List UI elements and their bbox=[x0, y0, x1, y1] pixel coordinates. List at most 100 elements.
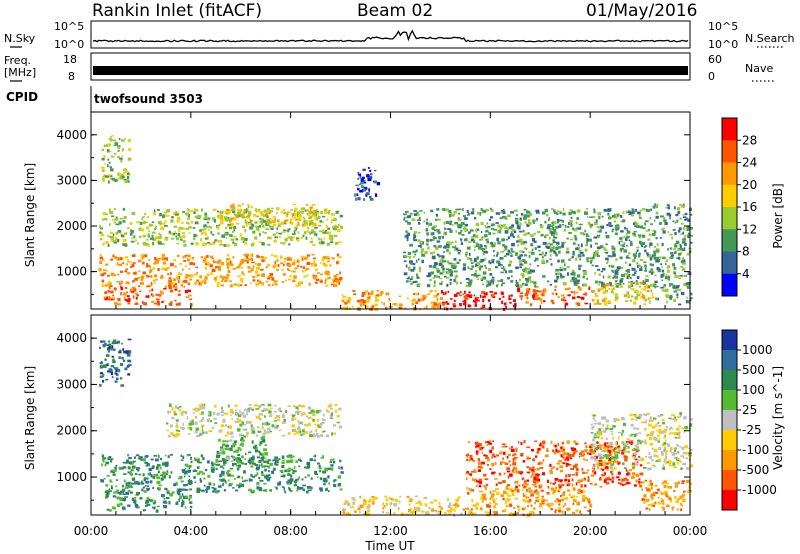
power-cell bbox=[336, 261, 339, 265]
power-cell bbox=[206, 242, 210, 244]
velocity-cell bbox=[495, 483, 498, 486]
velocity-cell bbox=[222, 467, 225, 470]
velocity-cell bbox=[316, 476, 319, 479]
power-cell bbox=[174, 289, 178, 291]
velocity-cell bbox=[646, 433, 649, 437]
velocity-cell bbox=[256, 426, 260, 429]
velocity-cell bbox=[480, 496, 484, 500]
power-cell bbox=[159, 212, 162, 217]
power-cell bbox=[472, 234, 476, 237]
velocity-cell bbox=[228, 439, 233, 442]
power-cell bbox=[258, 229, 260, 233]
power-cell bbox=[140, 228, 145, 232]
power-cell bbox=[647, 254, 651, 258]
power-cell bbox=[116, 262, 119, 266]
velocity-cell bbox=[176, 432, 180, 437]
power-cell bbox=[573, 292, 576, 295]
velocity-cell bbox=[244, 408, 248, 411]
power-cell bbox=[449, 222, 452, 225]
velocity-cell bbox=[506, 467, 510, 470]
velocity-cell bbox=[248, 451, 252, 454]
velocity-cell bbox=[180, 411, 184, 415]
power-cell bbox=[414, 280, 418, 283]
power-cell bbox=[112, 254, 115, 258]
cpid-row: CPID twofsound 3503 bbox=[6, 86, 203, 112]
velocity-cell bbox=[644, 455, 648, 458]
power-cell bbox=[454, 277, 457, 280]
power-cell bbox=[312, 244, 316, 246]
power-cell bbox=[432, 236, 436, 239]
power-cell bbox=[551, 221, 554, 224]
power-cell bbox=[110, 139, 114, 141]
velocity-cell bbox=[465, 458, 469, 461]
power-cell bbox=[255, 227, 260, 231]
power-cell bbox=[257, 263, 262, 266]
power-cell bbox=[151, 234, 154, 239]
power-cell bbox=[579, 296, 583, 299]
velocity-cell bbox=[495, 502, 497, 505]
velocity-cell bbox=[621, 417, 625, 421]
power-cell bbox=[664, 277, 668, 280]
power-cell bbox=[130, 265, 133, 269]
power-cell bbox=[514, 209, 518, 212]
velocity-cell bbox=[122, 497, 127, 502]
velocity-cell bbox=[288, 488, 291, 492]
velocity-cell bbox=[503, 509, 507, 511]
velocity-cell bbox=[183, 489, 187, 491]
power-cell bbox=[274, 239, 277, 241]
power-cell bbox=[567, 272, 570, 276]
power-cell bbox=[571, 227, 575, 230]
power-cell bbox=[109, 287, 111, 289]
power-cell bbox=[511, 228, 515, 231]
power-cell bbox=[596, 299, 600, 303]
velocity-cell bbox=[169, 493, 174, 497]
velocity-cell bbox=[592, 438, 596, 442]
velocity-cell bbox=[220, 424, 224, 428]
power-cell bbox=[471, 236, 475, 240]
power-cell bbox=[248, 211, 252, 214]
velocity-cell bbox=[536, 481, 539, 484]
velocity-cell bbox=[596, 466, 600, 470]
power-cell bbox=[666, 300, 668, 304]
power-cell bbox=[284, 238, 288, 242]
velocity-cell bbox=[240, 442, 245, 445]
power-cell bbox=[261, 222, 264, 225]
velocity-cell bbox=[591, 470, 594, 473]
power-cell bbox=[670, 254, 674, 257]
power-cell bbox=[119, 173, 121, 177]
power-cell bbox=[451, 266, 454, 269]
velocity-cell bbox=[608, 460, 613, 463]
power-cell bbox=[272, 265, 275, 269]
velocity-cell bbox=[609, 470, 613, 474]
power-cell bbox=[212, 242, 216, 245]
velocity-cell bbox=[566, 489, 571, 492]
velocity-cell bbox=[141, 488, 144, 492]
power-cell bbox=[615, 228, 618, 232]
velocity-cell bbox=[287, 483, 290, 485]
power-cell bbox=[121, 173, 124, 177]
power-cell bbox=[485, 230, 489, 233]
velocity-cell bbox=[560, 480, 562, 483]
power-cell bbox=[488, 225, 491, 228]
power-cell bbox=[291, 214, 294, 217]
power-cell bbox=[460, 229, 463, 232]
velocity-cell bbox=[637, 459, 641, 461]
velocity-cell bbox=[578, 455, 581, 458]
power-cell bbox=[509, 251, 513, 255]
power-cell bbox=[321, 215, 326, 218]
velocity-cell bbox=[474, 504, 478, 507]
velocity-cell bbox=[657, 434, 660, 437]
power-cell bbox=[439, 277, 442, 280]
power-cell bbox=[126, 295, 130, 298]
power-cell bbox=[266, 221, 268, 224]
velocity-cell bbox=[605, 427, 609, 430]
velocity-cell bbox=[200, 403, 204, 406]
velocity-cell bbox=[242, 428, 246, 431]
power-cell bbox=[501, 238, 505, 242]
velocity-cell bbox=[296, 486, 300, 489]
power-cell bbox=[643, 261, 647, 263]
power-cell bbox=[274, 283, 278, 286]
velocity-cell bbox=[506, 484, 510, 487]
velocity-cell bbox=[284, 421, 286, 424]
power-cell bbox=[619, 256, 623, 260]
